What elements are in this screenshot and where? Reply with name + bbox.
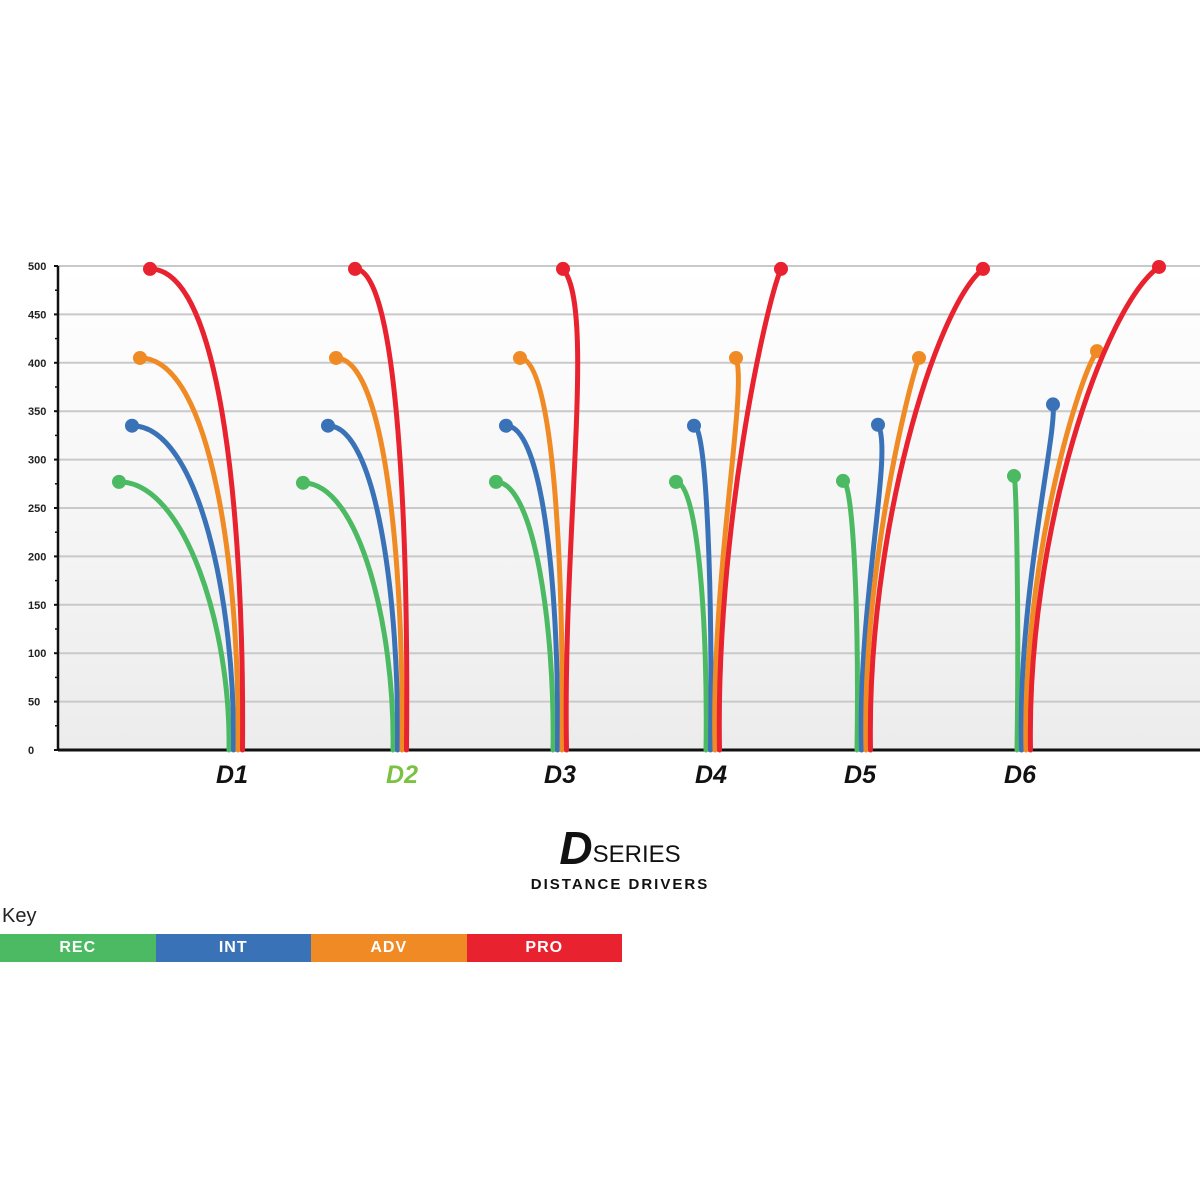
flight-end-point-int [321,418,335,433]
disc-label-d1: D1 [216,761,248,789]
flight-path-adv [137,355,241,753]
flight-end-point-int [125,418,139,433]
flight-path-rec [840,478,860,753]
flight-path-adv [863,355,922,753]
y-tick-label: 100 [28,648,46,660]
flight-end-point-int [499,418,513,433]
disc-label-d6: D6 [1004,761,1037,789]
flight-path-rec [493,479,556,753]
y-tick-label: 200 [28,551,46,563]
disc-label-d2: D2 [386,761,418,789]
disc-d1-paths [112,261,246,753]
flight-end-point-pro [976,261,990,276]
legend-label: ADV [370,939,408,956]
disc-label-d5: D5 [844,761,877,789]
disc-d2-paths [296,261,410,753]
flight-path-adv [517,355,565,753]
y-tick-label: 450 [28,309,46,321]
disc-d5-paths [836,261,990,753]
brand-logo-word: SERIES [592,841,681,868]
flight-end-point-rec [669,474,683,489]
flight-path-pro [560,266,581,753]
flight-end-point-adv [729,350,743,365]
flight-path-pro [716,266,784,753]
flight-end-point-rec [1007,469,1021,484]
brand-subtitle: DISTANCE DRIVERS [530,876,710,893]
flight-path-rec [300,480,396,753]
flight-end-point-pro [143,261,157,276]
flight-path-pro [352,266,410,753]
flight-path-int [691,423,714,753]
flight-path-adv [1023,348,1100,753]
flight-end-point-adv [912,350,926,365]
flight-path-pro [867,266,986,753]
legend-item-rec: REC [0,934,156,962]
disc-labels: D1 D2 D3 D4 D5 D6 [216,761,1037,789]
y-tick-label: 50 [28,697,40,709]
disc-label-d4: D4 [695,761,727,789]
flight-end-point-adv [513,350,527,365]
flight-end-point-int [871,417,885,432]
y-axis: 0 50 100 150 200 250 300 350 400 450 500 [28,261,1200,757]
y-tick-label: 0 [28,745,34,757]
flight-end-point-int [687,418,701,433]
flight-path-pro [1027,264,1162,753]
flight-path-adv [333,355,405,753]
legend: Key REC INT ADV PRO [0,905,622,962]
y-tick-label: 150 [28,600,46,612]
flight-end-point-int [1046,397,1060,412]
legend-label: PRO [525,939,564,956]
disc-label-d3: D3 [544,761,576,789]
disc-d6-paths [1007,259,1166,753]
flight-end-point-adv [133,350,147,365]
disc-d3-paths [489,261,581,753]
flight-end-point-adv [329,350,343,365]
flight-end-point-pro [774,261,788,276]
flight-path-rec [673,479,709,753]
flight-path-pro [147,266,246,753]
y-tick-label: 350 [28,406,46,418]
flight-end-point-rec [836,473,850,488]
flight-path-int [858,422,885,753]
flight-end-point-rec [489,474,503,489]
brand-logo: D SERIES [0,822,1200,874]
flight-path-int [129,423,237,753]
disc-d4-paths [669,261,788,753]
legend-item-int: INT [155,934,311,962]
flight-path-rec [116,479,232,753]
flight-path-int [325,423,401,753]
flight-path-rec [1011,473,1021,753]
y-tick-label: 500 [28,261,46,273]
legend-title: Key [2,905,37,927]
brand-logo-letter: D [559,822,592,874]
gridlines [58,265,1200,703]
flight-end-point-rec [112,474,126,489]
flight-path-adv [712,355,741,753]
legend-label: INT [218,939,248,956]
y-tick-label: 300 [28,455,46,467]
flight-path-int [503,423,561,753]
flight-end-point-rec [296,475,310,490]
flight-end-point-pro [348,261,362,276]
y-tick-label: 400 [28,358,46,370]
flight-paths [112,259,1166,753]
legend-label: REC [59,939,97,956]
legend-item-pro: PRO [466,934,622,962]
flight-end-point-pro [1152,259,1166,274]
legend-item-adv: ADV [311,934,467,962]
legend-bar: REC INT ADV PRO [0,934,622,962]
flight-end-point-pro [556,261,570,276]
flight-path-int [1018,401,1056,753]
brand-block: D SERIES DISTANCE DRIVERS [0,822,1200,893]
y-tick-label: 250 [28,503,46,515]
